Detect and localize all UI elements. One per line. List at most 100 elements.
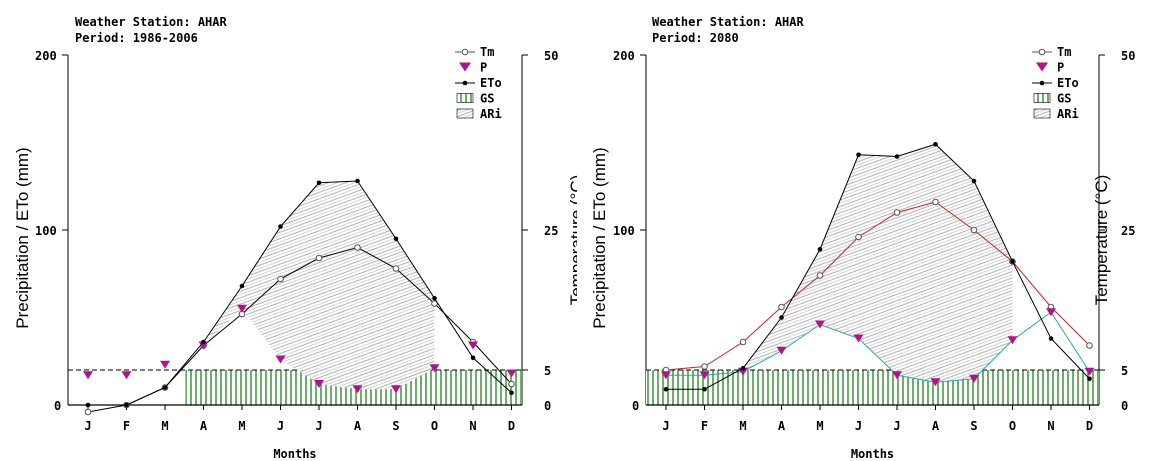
p-marker (506, 369, 517, 378)
legend-label: Tm (480, 45, 494, 59)
p-marker (391, 385, 401, 394)
eto-marker (355, 178, 360, 184)
x-tick-label: J (662, 419, 669, 433)
legend-tm-marker (461, 48, 469, 56)
tm-marker (701, 363, 708, 370)
y-tick-label: 200 (35, 49, 57, 63)
eto-marker (162, 385, 168, 390)
period-label: Period: 2080 (652, 31, 739, 45)
legend-label: GS (480, 92, 494, 106)
legend-eto-marker (1039, 80, 1045, 86)
y-tick-label: 100 (35, 224, 57, 238)
y2-tick-label: 0 (544, 399, 551, 413)
tm-marker (1086, 342, 1093, 349)
p-marker (892, 371, 902, 380)
y-tick-label: 100 (613, 224, 635, 238)
x-tick-label: O (431, 419, 438, 433)
eto-marker (702, 386, 707, 392)
y-tick-label: 0 (54, 399, 61, 413)
x-tick-label: J (315, 419, 322, 433)
eto-marker (779, 315, 784, 320)
station-label: Weather Station: AHAR (75, 15, 227, 29)
tm-marker (855, 233, 862, 241)
x-tick-label: M (816, 419, 823, 433)
p-marker (121, 371, 132, 380)
ari-area (743, 144, 1013, 383)
p-marker (776, 346, 787, 355)
p-marker (1007, 336, 1018, 345)
eto-marker (740, 365, 746, 371)
eto-marker (817, 246, 823, 252)
legend-label: ETo (480, 76, 502, 90)
legend-ari-swatch (456, 108, 474, 119)
legend-label: ETo (1057, 76, 1079, 90)
x-tick-label: D (508, 419, 515, 433)
p-marker (815, 320, 825, 329)
series-line-p (666, 311, 1090, 383)
p-marker (198, 341, 209, 350)
x-tick-label: A (354, 419, 362, 433)
eto-marker (933, 141, 938, 147)
gs-band (646, 370, 1099, 405)
eto-marker (470, 355, 476, 361)
eto-marker (1010, 259, 1015, 264)
legend-p-marker (459, 62, 471, 72)
y2-axis-title: Temperature (°C) (567, 175, 577, 306)
p-marker (1084, 367, 1095, 376)
tm-marker (778, 303, 785, 311)
chart-right: Weather Station: AHAR Period: 2080 0 100 200… (590, 15, 1135, 461)
eto-marker (894, 154, 900, 159)
tm-marker (970, 226, 978, 234)
legend-gs-swatch (1033, 93, 1051, 103)
legend-p-marker (1036, 62, 1048, 72)
legend-eto-marker (462, 80, 468, 86)
eto-marker (856, 152, 861, 158)
x-tick-label: F (701, 419, 708, 433)
p-marker (468, 341, 478, 350)
eto-marker (239, 283, 245, 289)
eto-marker (201, 339, 206, 345)
x-axis-title: Months (851, 447, 894, 461)
x-tick-label: S (970, 419, 977, 433)
p-marker (429, 364, 440, 373)
tm-marker (932, 198, 939, 206)
tm-marker (315, 254, 323, 262)
x-tick-label: S (392, 419, 399, 433)
x-tick-label: A (200, 419, 208, 433)
x-tick-label: J (893, 419, 900, 433)
legend-label: Tm (1057, 45, 1071, 59)
eto-marker (393, 236, 399, 242)
tm-marker (392, 265, 400, 272)
y-tick-label: 0 (632, 399, 639, 413)
legend-label: ARi (1057, 107, 1079, 121)
eto-marker (971, 178, 977, 184)
tm-marker (277, 275, 284, 283)
eto-marker (509, 390, 514, 396)
p-marker (83, 371, 93, 380)
legend-label: P (1057, 61, 1064, 75)
eto-marker (124, 402, 129, 408)
tm-marker (354, 244, 361, 251)
period-label: Period: 1986-2006 (75, 31, 198, 45)
p-marker (237, 304, 247, 313)
x-tick-label: A (932, 419, 940, 433)
eto-marker (432, 295, 437, 301)
x-tick-label: O (1009, 419, 1016, 433)
x-tick-label: F (123, 419, 130, 433)
legend-tm-marker (1038, 48, 1046, 56)
eto-marker (663, 386, 669, 392)
series-line-eto (88, 180, 512, 406)
legend-ari-swatch (1033, 108, 1051, 119)
series-line-eto (666, 143, 1090, 390)
x-axis-title: Months (273, 447, 316, 461)
tm-marker (739, 338, 747, 346)
series-line-tm (665, 201, 1090, 371)
x-tick-label: M (161, 419, 168, 433)
x-tick-label: N (469, 419, 476, 433)
p-marker (969, 374, 979, 383)
p-marker (699, 371, 710, 380)
x-tick-label: J (84, 419, 91, 433)
y2-axis-title: Temperature (°C) (1092, 175, 1111, 306)
p-marker (930, 378, 941, 387)
y2-tick-label: 25 (544, 224, 558, 238)
